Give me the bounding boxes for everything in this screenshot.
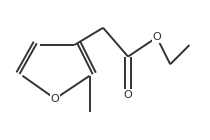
Text: O: O [51,94,59,104]
Text: O: O [124,90,132,100]
Text: O: O [152,32,161,42]
